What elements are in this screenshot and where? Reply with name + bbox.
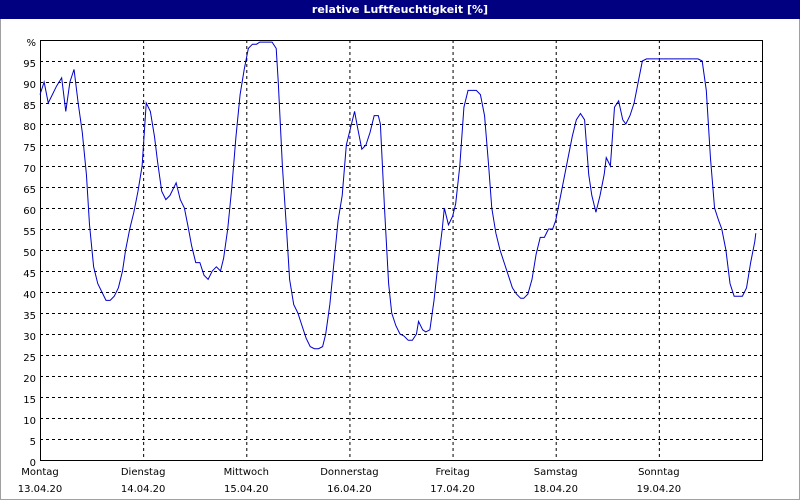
x-tick-weekday: Samstag [534, 467, 578, 478]
y-tick-label: 85 [23, 101, 36, 112]
y-tick-label: 70 [23, 164, 36, 175]
x-tick-label: 15.04.20 [224, 484, 269, 495]
y-tick-label: 90 [23, 80, 36, 91]
y-tick-label: 10 [23, 416, 36, 427]
y-tick-label: 40 [23, 290, 36, 301]
y-tick-label: 75 [23, 143, 36, 154]
y-tick-label: 15 [23, 395, 36, 406]
x-tick-weekday: Dienstag [121, 467, 166, 478]
x-tick-label: 17.04.20 [430, 484, 475, 495]
y-tick-label: 50 [23, 248, 36, 259]
x-tick-weekday: Donnerstag [320, 467, 378, 478]
data-line [39, 41, 757, 350]
title-bar [0, 0, 800, 19]
y-tick-label: 55 [23, 227, 36, 238]
y-tick-label: 5 [30, 437, 36, 448]
y-tick-label: % [26, 38, 36, 49]
y-tick-label: 95 [23, 59, 36, 70]
y-tick-label: 0 [30, 458, 36, 469]
chart-title: relative Luftfeuchtigkeit [%] [312, 3, 488, 16]
x-tick-label: 16.04.20 [327, 484, 372, 495]
y-tick-label: 60 [23, 206, 36, 217]
y-tick-label: 25 [23, 353, 36, 364]
x-tick-weekday: Sonntag [638, 467, 680, 478]
y-tick-label: 20 [23, 374, 36, 385]
y-tick-label: 45 [23, 269, 36, 280]
x-tick-label: 14.04.20 [121, 484, 166, 495]
y-tick-label: 35 [23, 311, 36, 322]
x-tick-weekday: Montag [21, 467, 58, 478]
y-tick-label: 30 [23, 332, 36, 343]
x-tick-label: 19.04.20 [637, 484, 682, 495]
plot-border [40, 40, 763, 461]
y-tick-label: 65 [23, 185, 36, 196]
y-tick-label: 80 [23, 122, 36, 133]
x-tick-weekday: Freitag [435, 467, 469, 478]
x-tick-weekday: Mittwoch [224, 467, 269, 478]
x-tick-label: 18.04.20 [533, 484, 578, 495]
x-tick-label: 13.04.20 [18, 484, 63, 495]
